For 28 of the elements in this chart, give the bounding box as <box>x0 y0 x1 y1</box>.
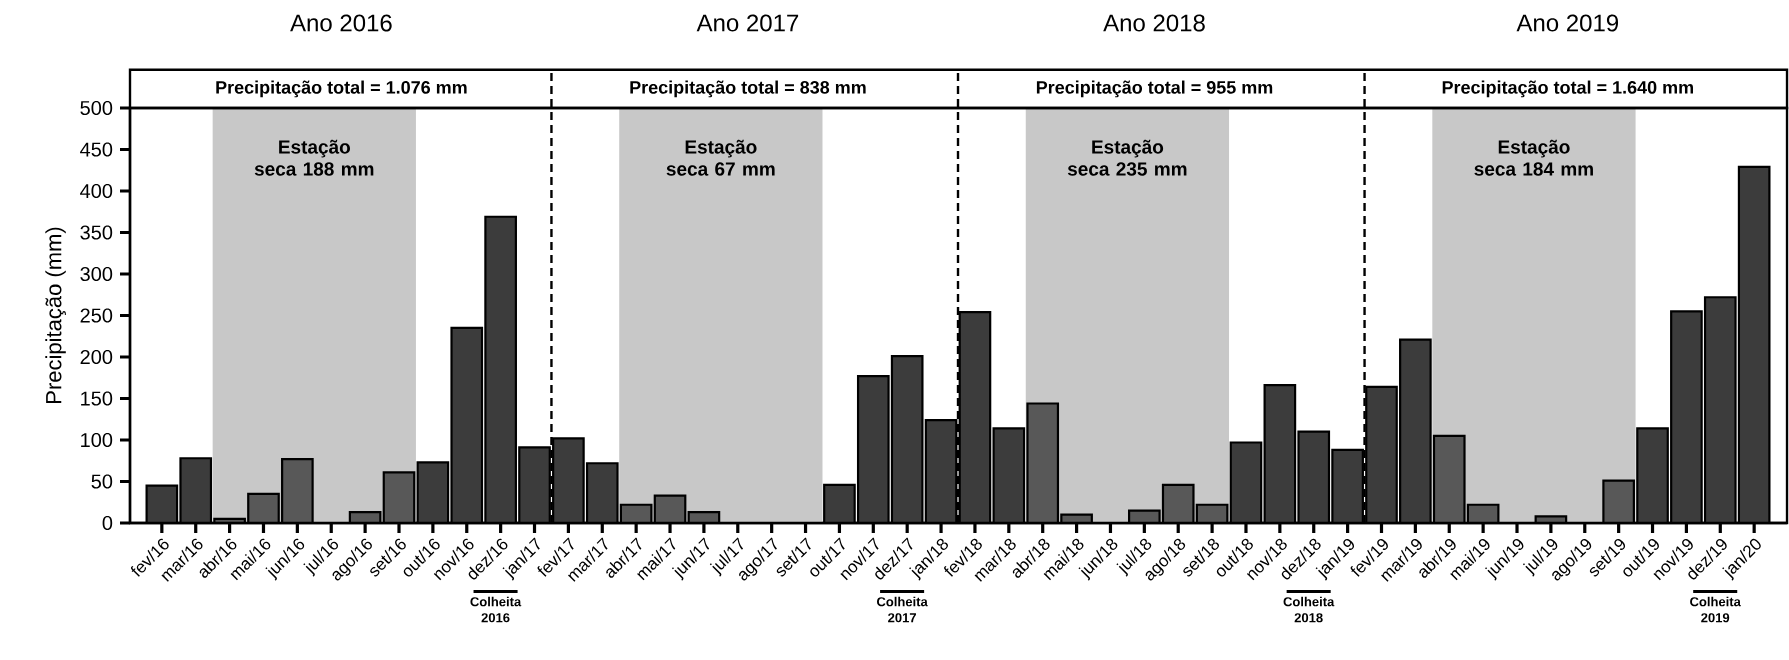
text: Precipitação total = 1.076 mm <box>216 80 467 98</box>
y-tick-label: 400 <box>80 183 113 199</box>
y-tick-label: 300 <box>80 266 113 282</box>
text: Ano 2019 <box>1516 14 1619 32</box>
band-label: Estação seca 235 mm <box>1067 139 1187 176</box>
text: Ano 2016 <box>290 14 392 32</box>
y-tick-label: 150 <box>81 391 113 406</box>
y-axis-title: Precipitação (mm) <box>45 227 66 403</box>
text: Ano 2017 <box>696 14 799 32</box>
text: Precipitação total = 1.640 mm <box>1442 80 1693 98</box>
y-tick-label: 350 <box>80 225 113 240</box>
y-tick-label: 500 <box>80 100 113 116</box>
band-label: Estação seca 67 mm <box>666 139 775 176</box>
y-tick-label: 250 <box>80 308 113 323</box>
y-tick-label: 200 <box>80 349 113 365</box>
y-tick-label: 450 <box>80 142 113 157</box>
text: Colheita 2016 <box>470 596 522 623</box>
text: Ano 2018 <box>1103 14 1205 32</box>
text: Colheita 2017 <box>876 596 928 623</box>
y-tick-label: 50 <box>91 474 113 489</box>
text: Precipitação total = 955 mm <box>1036 80 1273 98</box>
y-tick-label: 100 <box>81 432 113 448</box>
text: Colheita 2019 <box>1690 596 1741 623</box>
band-label: Estação seca 188 mm <box>254 139 374 176</box>
text: Precipitação total = 838 mm <box>630 80 866 98</box>
y-tick-label: 0 <box>102 515 113 531</box>
band-label: Estação seca 184 mm <box>1474 139 1593 176</box>
text: Colheita 2018 <box>1283 596 1335 623</box>
